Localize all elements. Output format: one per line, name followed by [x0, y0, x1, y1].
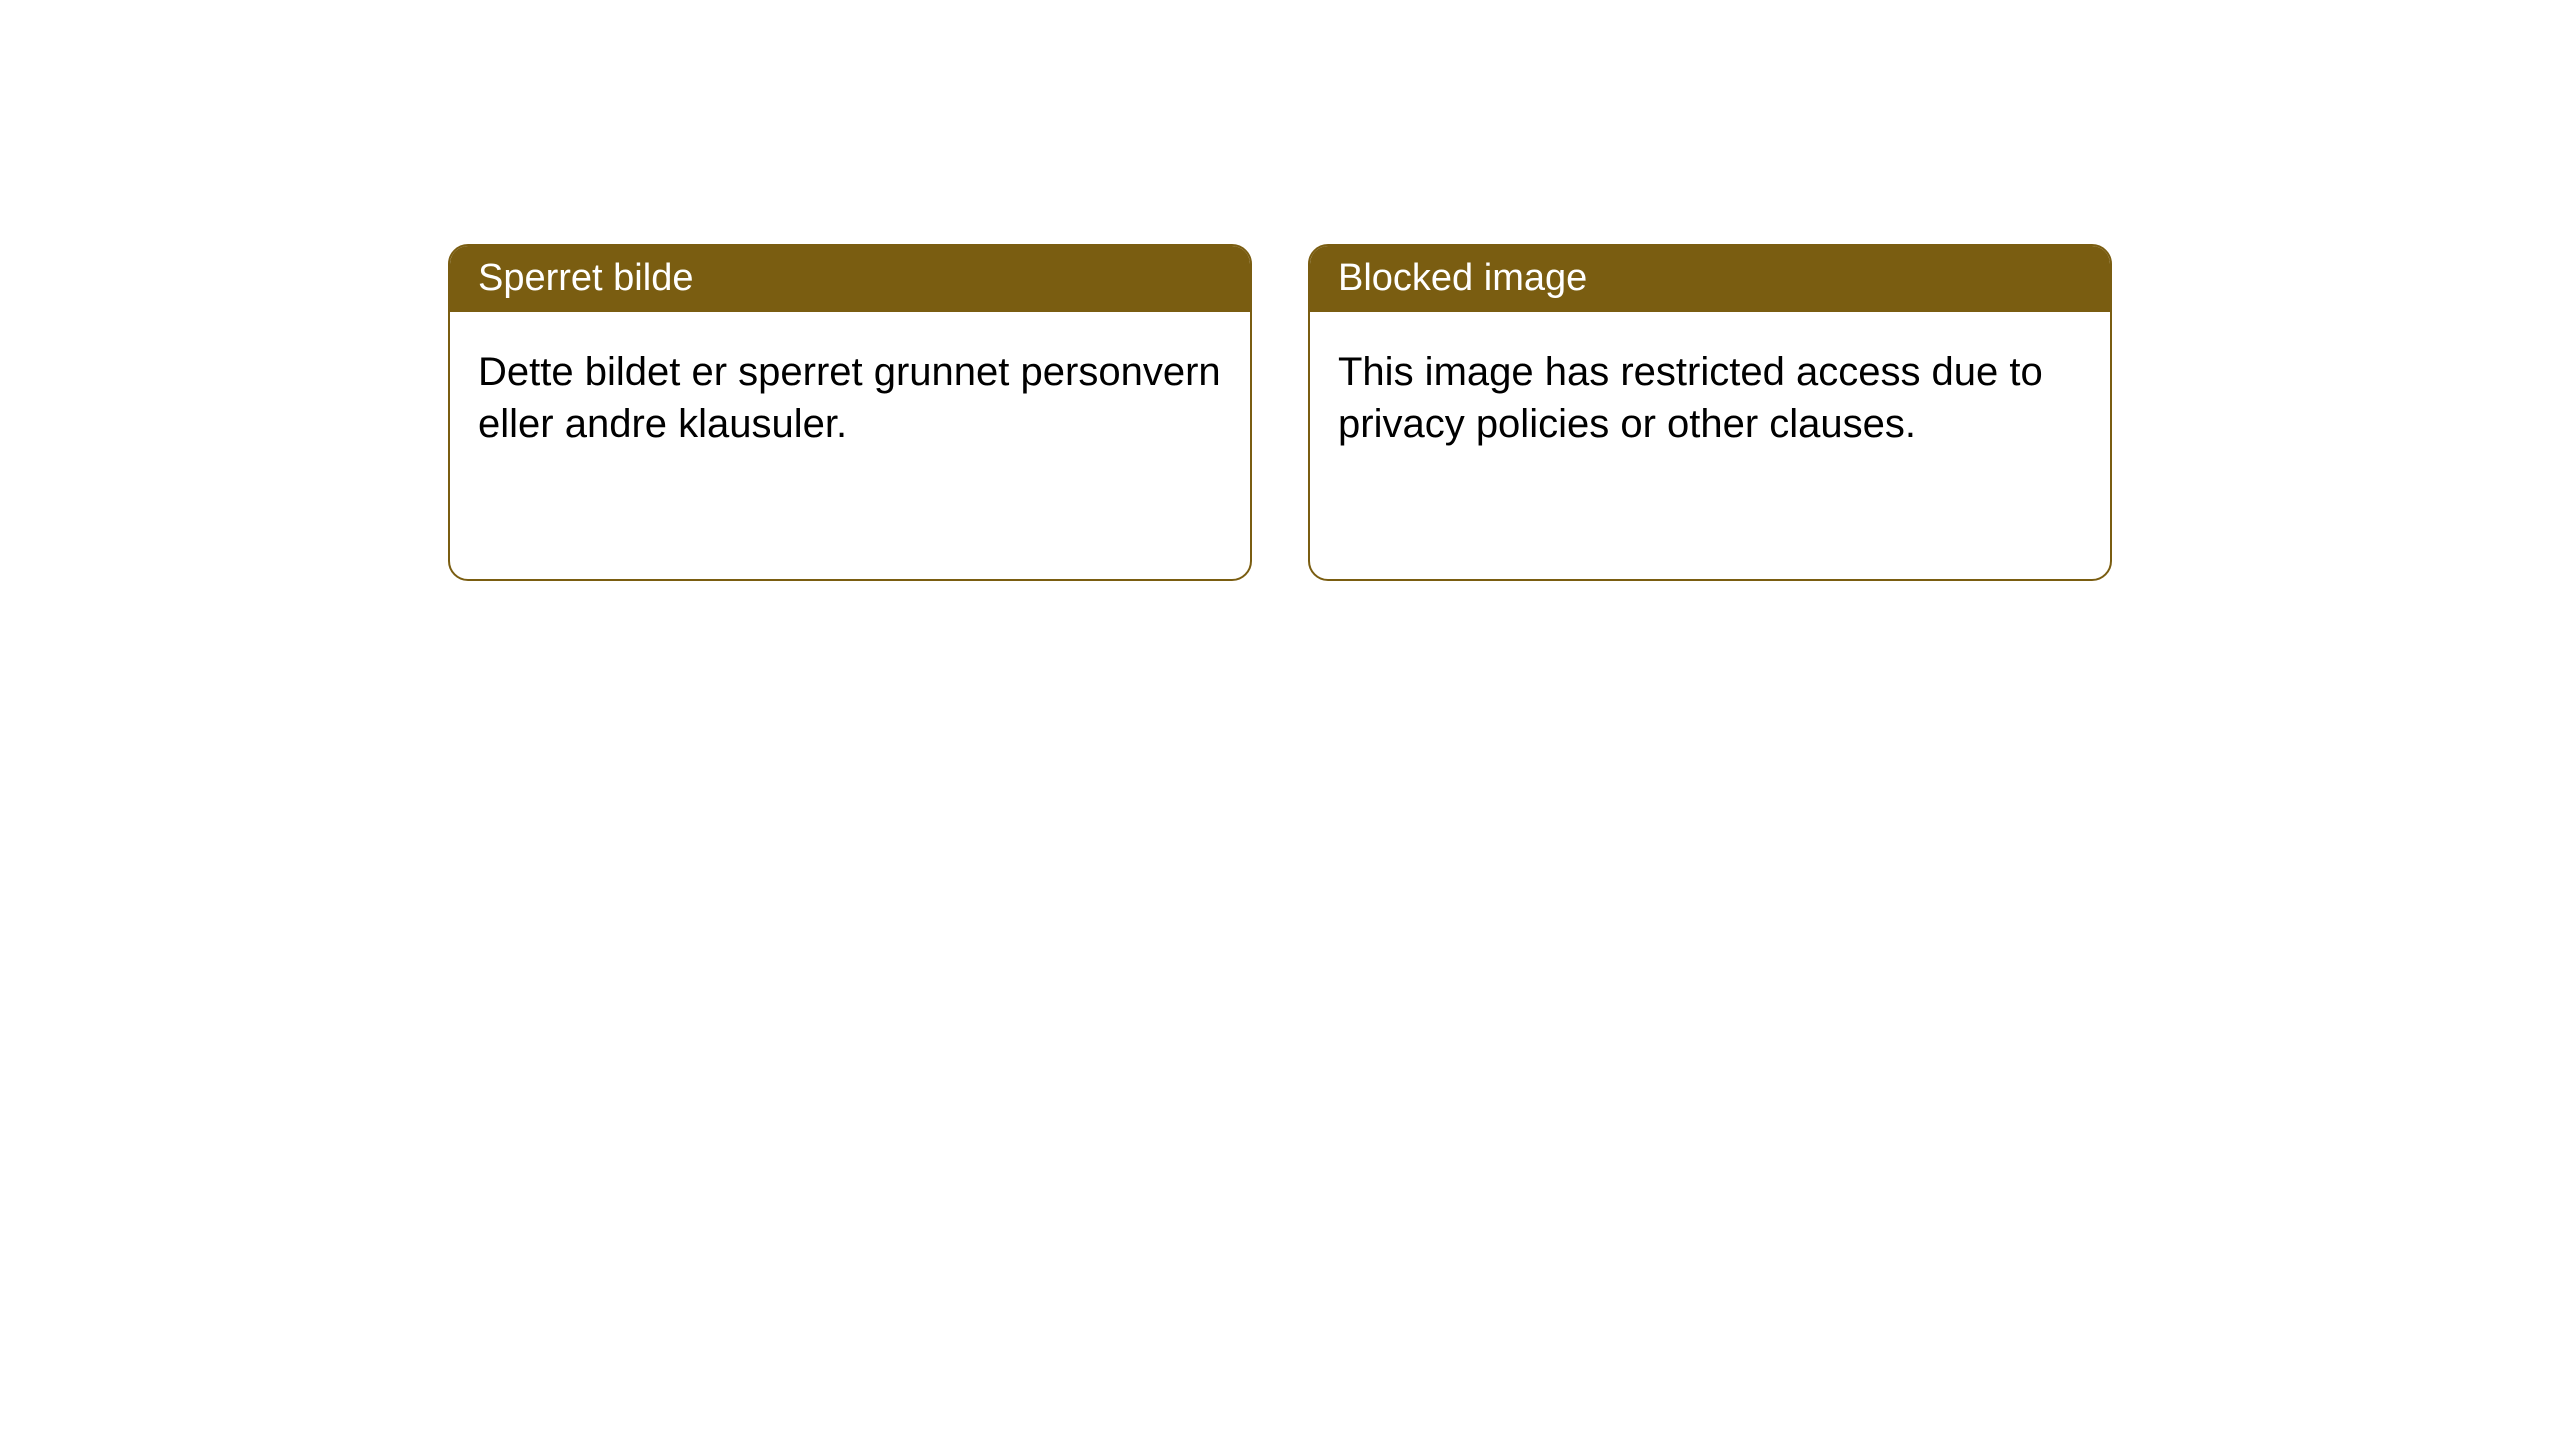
blocked-image-card-no: Sperret bilde Dette bildet er sperret gr…: [448, 244, 1252, 581]
card-body: This image has restricted access due to …: [1310, 312, 2110, 484]
card-title: Sperret bilde: [478, 257, 693, 299]
card-body: Dette bildet er sperret grunnet personve…: [450, 312, 1250, 484]
card-body-text: This image has restricted access due to …: [1338, 350, 2043, 446]
card-container: Sperret bilde Dette bildet er sperret gr…: [0, 0, 2560, 581]
card-header: Sperret bilde: [450, 246, 1250, 312]
card-header: Blocked image: [1310, 246, 2110, 312]
card-body-text: Dette bildet er sperret grunnet personve…: [478, 350, 1221, 446]
blocked-image-card-en: Blocked image This image has restricted …: [1308, 244, 2112, 581]
card-title: Blocked image: [1338, 257, 1587, 299]
